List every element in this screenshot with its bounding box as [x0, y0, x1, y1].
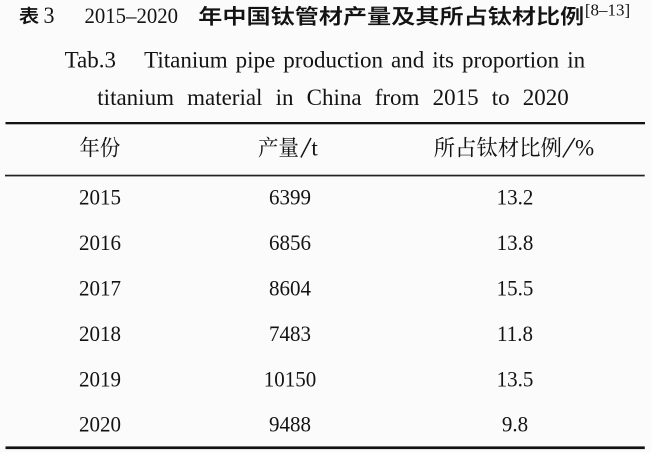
svg-text:7483: 7483 — [269, 321, 311, 346]
svg-text:[8–13]: [8–13] — [585, 1, 630, 20]
svg-text:11.8: 11.8 — [497, 321, 533, 346]
svg-text:9.8: 9.8 — [502, 412, 528, 437]
svg-text:3: 3 — [44, 3, 55, 28]
svg-text:2017: 2017 — [79, 276, 121, 301]
svg-text:2015–2020: 2015–2020 — [85, 4, 179, 29]
svg-text:13.5: 13.5 — [497, 367, 534, 392]
svg-text:2016: 2016 — [79, 230, 121, 255]
svg-text:6856: 6856 — [269, 230, 311, 255]
svg-text:2019: 2019 — [79, 367, 121, 392]
svg-text:2015: 2015 — [79, 185, 121, 210]
svg-text:15.5: 15.5 — [497, 276, 534, 301]
svg-text:13.8: 13.8 — [497, 230, 534, 255]
svg-text:%: % — [575, 136, 594, 161]
svg-text:10150: 10150 — [264, 367, 317, 392]
svg-text:titanium material in China fro: titanium material in China from 2015 to … — [97, 85, 568, 110]
svg-text:Tab.3: Tab.3 — [65, 47, 116, 72]
svg-text:2018: 2018 — [79, 321, 121, 346]
svg-text:2020: 2020 — [79, 412, 121, 437]
svg-text:6399: 6399 — [269, 185, 311, 210]
svg-text:13.2: 13.2 — [497, 185, 534, 210]
svg-text:8604: 8604 — [269, 276, 311, 301]
svg-text:t: t — [311, 136, 318, 161]
svg-text:Titanium pipe production and i: Titanium pipe production and its proport… — [144, 47, 585, 72]
svg-text:9488: 9488 — [269, 412, 311, 437]
